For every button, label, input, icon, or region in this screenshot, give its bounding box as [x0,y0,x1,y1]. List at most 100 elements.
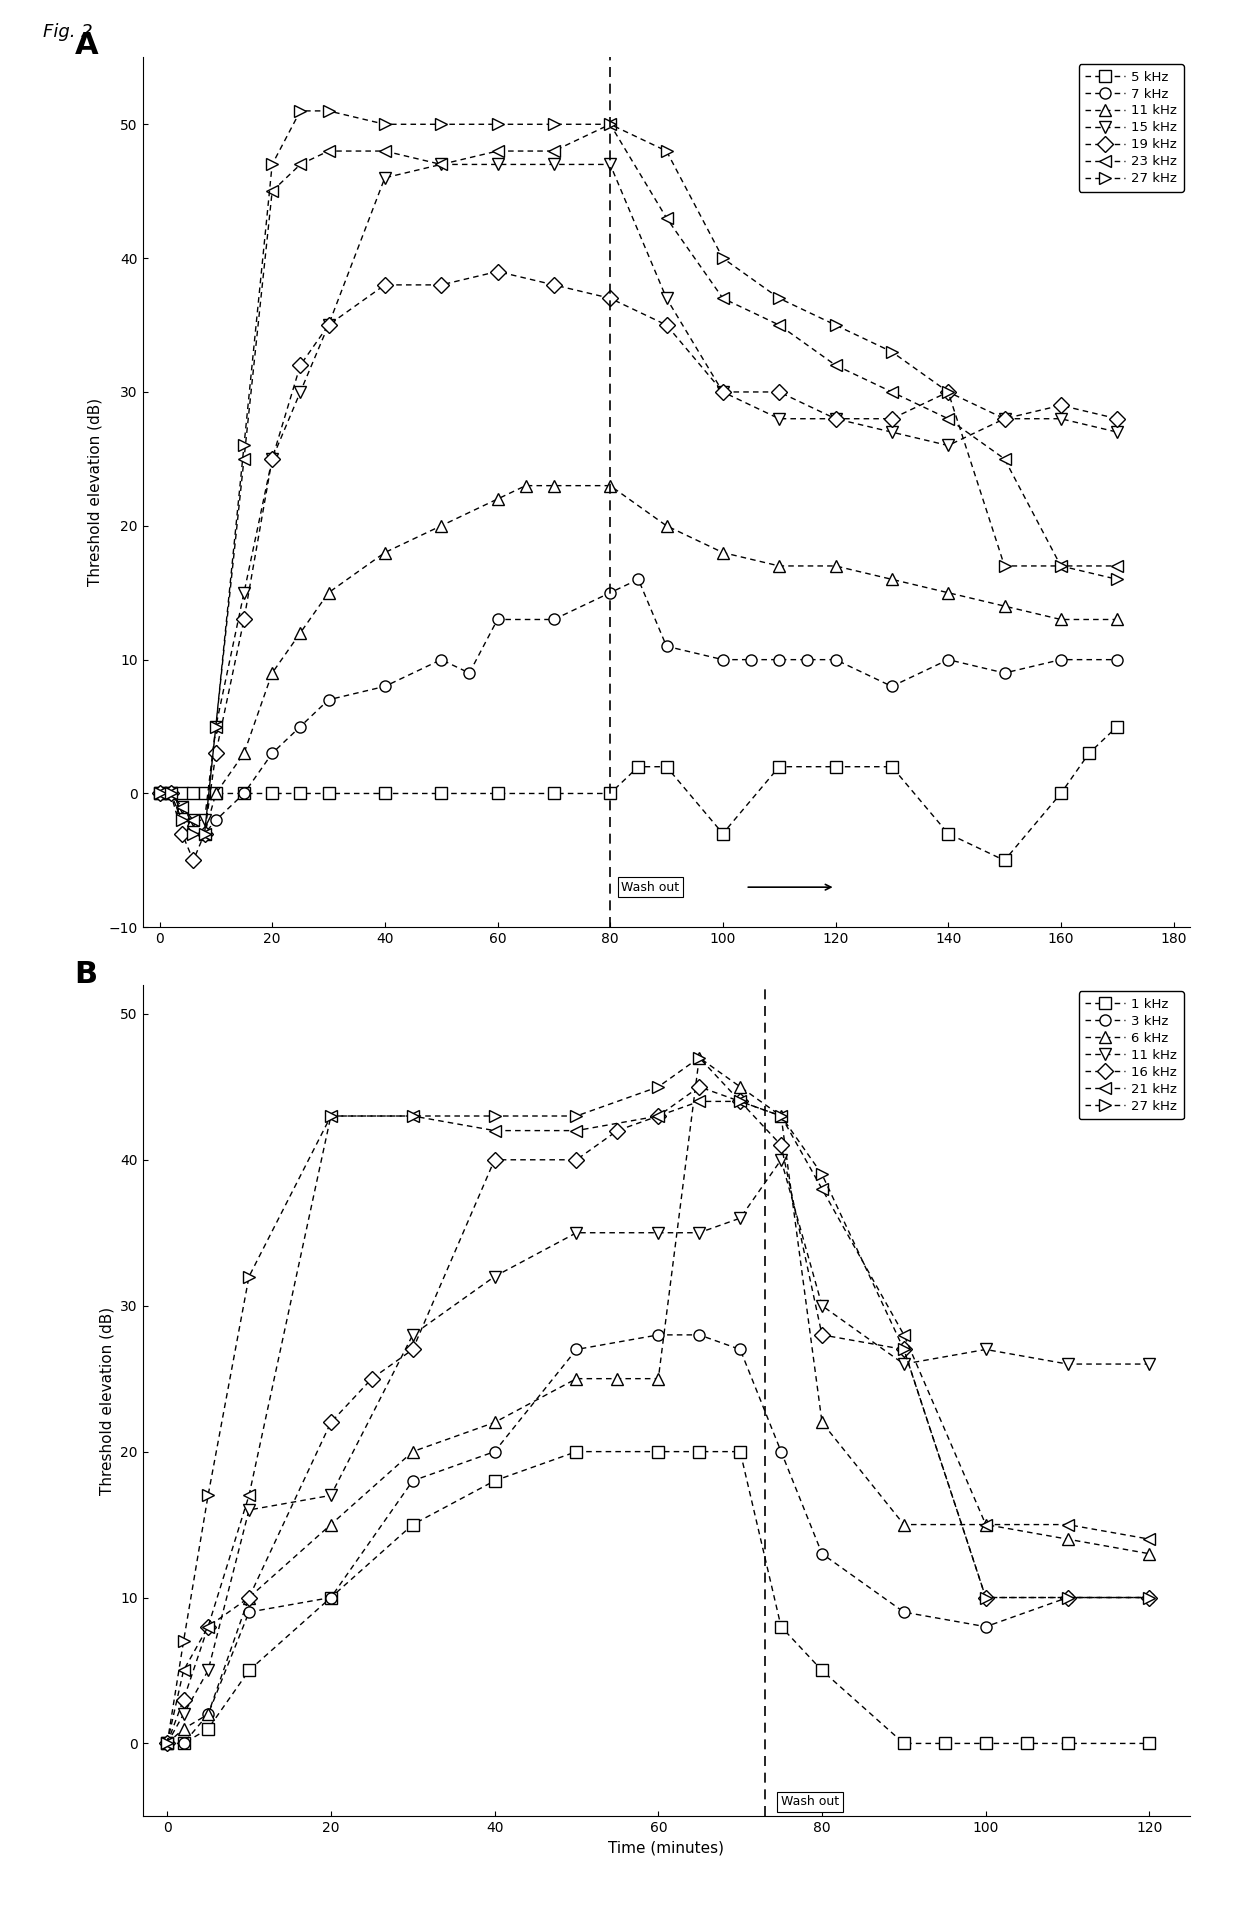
3 kHz [176,1732,191,1755]
27 kHz [293,99,308,122]
5 kHz [293,782,308,805]
6 kHz [1060,1528,1075,1551]
Y-axis label: Threshold elevation (dB): Threshold elevation (dB) [88,398,103,587]
5 kHz [186,782,201,805]
1 kHz [692,1440,707,1463]
27 kHz [186,822,201,845]
11 kHz [997,595,1012,618]
5 kHz [1054,782,1069,805]
1 kHz [897,1732,911,1755]
Text: Wash out: Wash out [621,881,680,893]
16 kHz [365,1367,379,1390]
6 kHz [978,1512,993,1535]
23 kHz [321,140,336,163]
15 kHz [175,795,190,818]
11 kHz [978,1338,993,1361]
11 kHz [175,795,190,818]
19 kHz [164,782,179,805]
6 kHz [774,1105,789,1128]
11 kHz [208,782,223,805]
7 kHz [237,782,252,805]
23 kHz [828,354,843,377]
5 kHz [1081,742,1096,765]
11 kHz [897,1352,911,1375]
27 kHz [978,1587,993,1610]
7 kHz [186,809,201,832]
5 kHz [828,755,843,778]
11 kHz [153,782,167,805]
11 kHz [160,1732,175,1755]
27 kHz [771,287,786,310]
16 kHz [201,1616,216,1639]
27 kHz [692,1046,707,1069]
16 kHz [160,1732,175,1755]
27 kHz [434,113,449,136]
11 kHz [490,488,505,511]
5 kHz [208,782,223,805]
3 kHz [774,1440,789,1463]
19 kHz [828,407,843,430]
5 kHz [264,782,279,805]
5 kHz [153,782,167,805]
23 kHz [771,314,786,337]
15 kHz [1110,421,1125,444]
19 kHz [547,273,562,296]
1 kHz [487,1468,502,1491]
Line: 1 kHz: 1 kHz [161,1445,1154,1749]
7 kHz [434,648,449,671]
7 kHz [997,662,1012,684]
3 kHz [815,1543,830,1566]
6 kHz [324,1512,339,1535]
16 kHz [405,1338,420,1361]
16 kHz [610,1119,625,1141]
1 kHz [242,1660,257,1683]
3 kHz [569,1338,584,1361]
11 kHz [547,474,562,497]
Line: 11 kHz: 11 kHz [161,1155,1154,1749]
23 kHz [434,153,449,176]
Legend: 1 kHz, 3 kHz, 6 kHz, 11 kHz, 16 kHz, 21 kHz, 27 kHz: 1 kHz, 3 kHz, 6 kHz, 11 kHz, 16 kHz, 21 … [1079,990,1184,1119]
3 kHz [978,1616,993,1639]
21 kHz [242,1484,257,1507]
1 kHz [774,1616,789,1639]
Line: 5 kHz: 5 kHz [154,721,1122,866]
19 kHz [434,273,449,296]
Text: A: A [74,31,98,61]
1 kHz [405,1512,420,1535]
27 kHz [547,113,562,136]
Line: 11 kHz: 11 kHz [154,480,1122,839]
1 kHz [1142,1732,1157,1755]
15 kHz [321,314,336,337]
27 kHz [815,1162,830,1185]
27 kHz [1054,554,1069,577]
Y-axis label: Threshold elevation (dB): Threshold elevation (dB) [99,1306,114,1495]
16 kHz [176,1688,191,1711]
15 kHz [715,380,730,403]
15 kHz [186,809,201,832]
23 kHz [941,407,956,430]
5 kHz [660,755,675,778]
21 kHz [1142,1528,1157,1551]
21 kHz [405,1105,420,1128]
21 kHz [1060,1512,1075,1535]
15 kHz [660,287,675,310]
23 kHz [660,206,675,229]
27 kHz [1142,1587,1157,1610]
27 kHz [405,1105,420,1128]
3 kHz [160,1732,175,1755]
5 kHz [321,782,336,805]
X-axis label: Time (minutes): Time (minutes) [609,1841,724,1857]
19 kHz [490,260,505,283]
21 kHz [651,1105,666,1128]
5 kHz [715,822,730,845]
15 kHz [434,153,449,176]
23 kHz [1054,554,1069,577]
7 kHz [197,822,212,845]
15 kHz [1054,407,1069,430]
3 kHz [1060,1587,1075,1610]
11 kHz [186,809,201,832]
11 kHz [884,568,899,591]
11 kHz [487,1266,502,1289]
27 kHz [1110,568,1125,591]
15 kHz [164,782,179,805]
